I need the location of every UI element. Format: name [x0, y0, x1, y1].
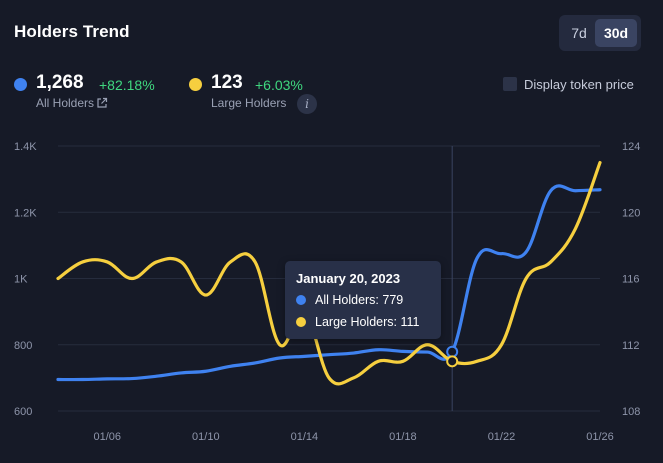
y-left-tick: 1.2K: [14, 207, 37, 219]
all-holders-label-text: All Holders: [36, 96, 95, 110]
y-left-tick: 600: [14, 406, 32, 418]
large-holders-dot: [189, 78, 202, 91]
all-holders-label[interactable]: All Holders: [36, 96, 108, 110]
tooltip-large-value: Large Holders: 111: [315, 315, 420, 329]
y-right-tick: 116: [622, 274, 640, 286]
y-left-tick: 800: [14, 340, 32, 352]
chart-title: Holders Trend: [14, 22, 130, 41]
tooltip-row-all: All Holders: 779: [296, 292, 403, 308]
y-right-tick: 112: [622, 340, 640, 352]
x-tick: 01/26: [586, 431, 614, 443]
info-icon[interactable]: i: [297, 94, 317, 114]
tooltip-all-dot: [296, 295, 306, 305]
all-holders-marker: [446, 345, 459, 358]
large-holders-label: Large Holders: [211, 96, 287, 110]
chart-tooltip: January 20, 2023 All Holders: 779 Large …: [285, 261, 441, 339]
time-range-selector: 7d 30d: [559, 15, 641, 51]
range-30d-button[interactable]: 30d: [595, 19, 637, 47]
large-holders-change: +6.03%: [255, 77, 303, 93]
large-holders-line: [56, 160, 602, 386]
tooltip-all-value: All Holders: 779: [315, 293, 404, 307]
x-tick: 01/06: [94, 431, 122, 443]
x-tick: 01/18: [389, 431, 417, 443]
token-price-label: Display token price: [524, 76, 634, 92]
y-right-tick: 108: [622, 406, 640, 418]
y-left-tick: 1K: [14, 274, 28, 286]
large-holders-marker: [446, 355, 459, 368]
tooltip-row-large: Large Holders: 111: [296, 314, 419, 330]
all-holders-dot: [14, 78, 27, 91]
external-link-icon[interactable]: [96, 97, 108, 109]
tooltip-date: January 20, 2023: [296, 271, 401, 286]
display-token-price-toggle[interactable]: Display token price: [503, 76, 634, 92]
token-price-checkbox[interactable]: [503, 77, 517, 91]
y-right-tick: 124: [622, 141, 640, 153]
all-holders-value: 1,268: [36, 72, 84, 93]
x-tick: 01/22: [488, 431, 516, 443]
large-holders-value: 123: [211, 72, 243, 93]
all-holders-line: [56, 184, 602, 382]
y-left-tick: 1.4K: [14, 141, 37, 153]
x-tick: 01/14: [291, 431, 319, 443]
all-holders-change: +82.18%: [99, 77, 155, 93]
x-tick: 01/10: [192, 431, 220, 443]
y-right-tick: 120: [622, 207, 640, 219]
tooltip-large-dot: [296, 317, 306, 327]
range-7d-button[interactable]: 7d: [571, 25, 587, 41]
